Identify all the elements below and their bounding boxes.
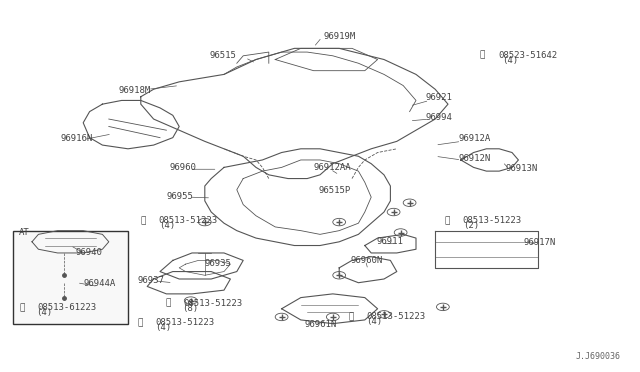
Text: 08513-51223: 08513-51223: [463, 217, 522, 225]
Text: 08513-61223: 08513-61223: [37, 303, 96, 312]
Text: (8): (8): [182, 304, 198, 312]
Text: 96918M: 96918M: [118, 86, 150, 94]
Text: AT: AT: [19, 228, 30, 237]
FancyBboxPatch shape: [13, 231, 128, 324]
Text: 08513-51223: 08513-51223: [159, 217, 218, 225]
Text: (2): (2): [463, 221, 479, 230]
Text: 96955: 96955: [166, 192, 193, 201]
Text: 96917N: 96917N: [524, 238, 556, 247]
Text: 96937: 96937: [138, 276, 164, 285]
Text: Ⓢ: Ⓢ: [480, 51, 485, 60]
Text: 96912A: 96912A: [459, 134, 491, 143]
Text: 96919M: 96919M: [323, 32, 355, 41]
Text: 96960: 96960: [170, 163, 196, 172]
Text: 08513-51223: 08513-51223: [367, 312, 426, 321]
Text: 96935: 96935: [205, 259, 232, 267]
Text: 96944A: 96944A: [83, 279, 115, 288]
Text: 96994: 96994: [426, 113, 452, 122]
Text: 08523-51642: 08523-51642: [498, 51, 557, 60]
Text: (4): (4): [36, 308, 52, 317]
Text: 96912AA: 96912AA: [314, 163, 351, 172]
Text: 96515P: 96515P: [319, 186, 351, 195]
Text: (4): (4): [155, 323, 171, 332]
Text: 96912N: 96912N: [459, 154, 491, 163]
Text: Ⓢ: Ⓢ: [349, 312, 354, 321]
Text: 08513-51223: 08513-51223: [156, 318, 214, 327]
Text: Ⓢ: Ⓢ: [445, 217, 450, 225]
Text: 96940: 96940: [76, 248, 102, 257]
Text: (4): (4): [366, 317, 382, 326]
Text: 96960N: 96960N: [350, 256, 382, 265]
Text: 96916N: 96916N: [61, 134, 93, 143]
Text: 96913N: 96913N: [506, 164, 538, 173]
Text: Ⓢ: Ⓢ: [138, 318, 143, 327]
Text: 96961N: 96961N: [305, 320, 337, 329]
Text: 08513-51223: 08513-51223: [183, 299, 242, 308]
Text: (4): (4): [502, 56, 518, 65]
Text: (4): (4): [159, 221, 175, 230]
Text: Ⓢ: Ⓢ: [19, 303, 24, 312]
Text: Ⓢ: Ⓢ: [165, 299, 170, 308]
Text: J.J690036: J.J690036: [576, 352, 621, 361]
Text: 96911: 96911: [376, 237, 403, 246]
Text: 96515: 96515: [210, 51, 237, 60]
Text: 96921: 96921: [426, 93, 452, 102]
Text: Ⓢ: Ⓢ: [141, 217, 146, 225]
